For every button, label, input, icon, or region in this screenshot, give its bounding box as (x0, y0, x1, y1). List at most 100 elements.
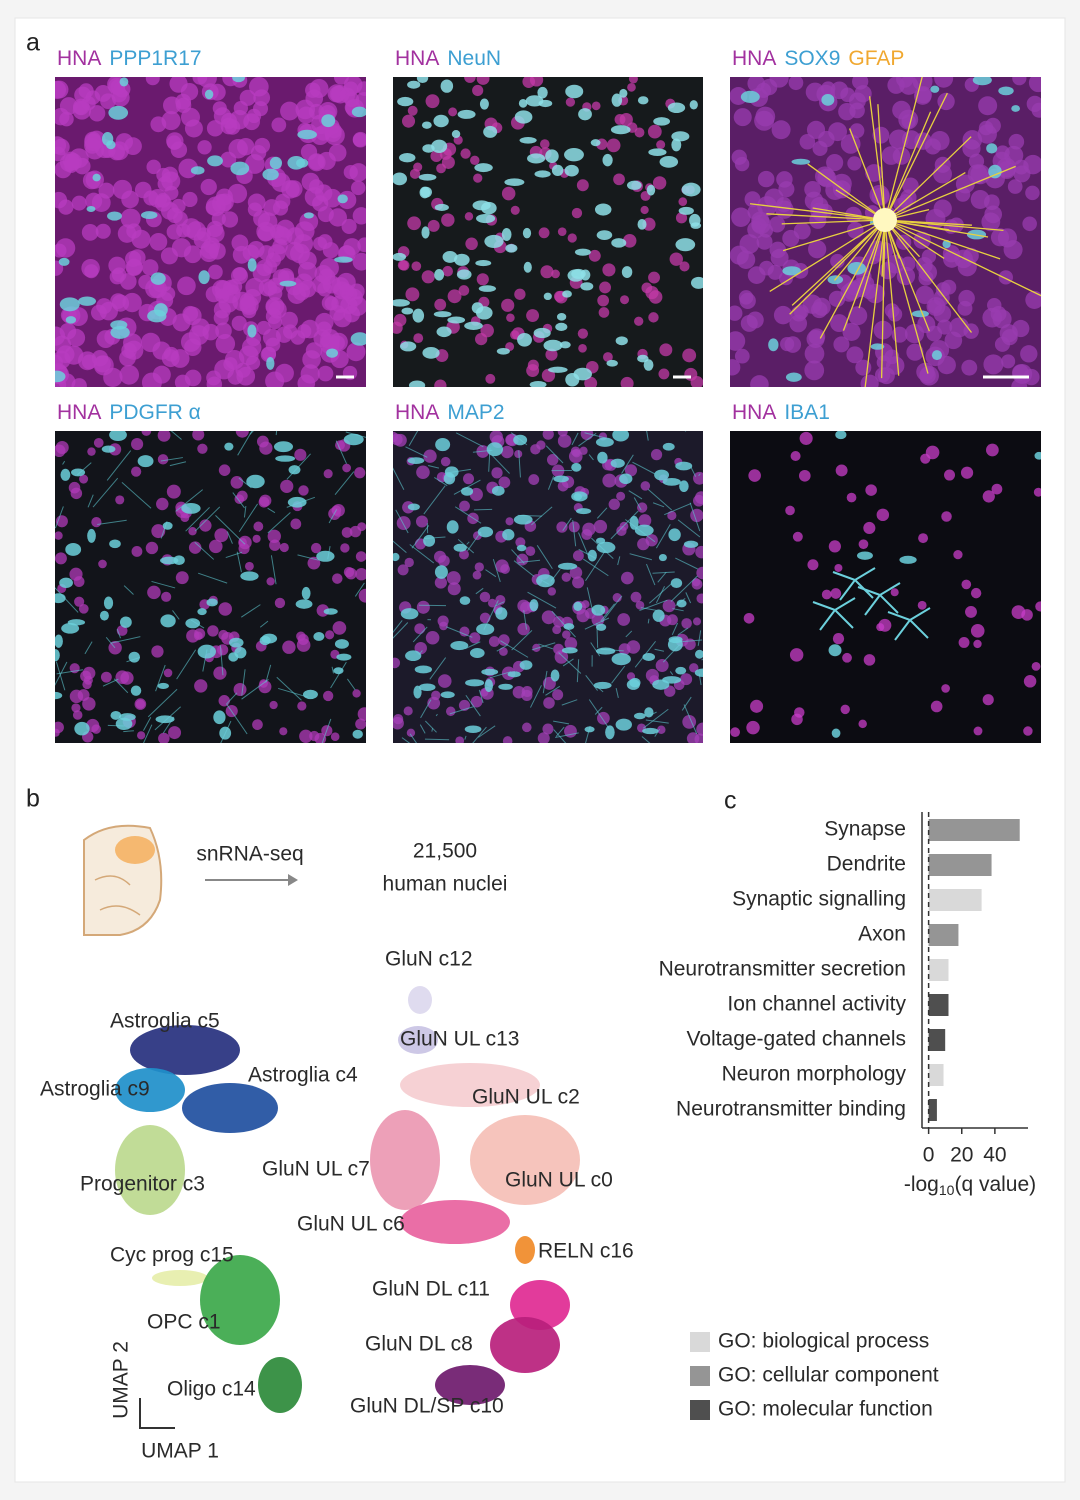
cyan-cell (397, 96, 414, 107)
fiber (106, 450, 132, 481)
nucleus (539, 139, 550, 149)
nucleus (147, 585, 161, 600)
cluster (200, 1255, 280, 1345)
astrocyte-process (884, 219, 1041, 297)
cyan-cell (157, 682, 170, 690)
count: 21,500 (413, 840, 477, 863)
label-part: SOX9 (784, 47, 840, 70)
nucleus (186, 221, 207, 241)
cyan-cell (548, 366, 568, 373)
nucleus (970, 624, 985, 638)
nucleus (887, 77, 905, 94)
fiber (561, 699, 578, 706)
nucleus (131, 438, 144, 451)
cyan-cell (399, 153, 416, 163)
cyan-cell (596, 623, 607, 631)
cyan-cell (972, 77, 992, 86)
nucleus (567, 233, 577, 243)
nucleus (1022, 216, 1037, 232)
astrocyte-process (884, 219, 973, 333)
astrocyte-process (782, 219, 886, 252)
nucleus (476, 77, 490, 85)
nucleus (96, 298, 113, 315)
nucleus (944, 469, 956, 481)
panel-label: b (26, 785, 40, 813)
fiber (241, 679, 269, 700)
nucleus (977, 124, 997, 144)
nucleus (115, 670, 130, 684)
bar-chart: Synapse Dendrite Synaptic signalling Axon Ne… (659, 812, 1036, 1421)
nucleus (990, 228, 1010, 247)
fiber (527, 591, 557, 609)
cyan-cell (550, 669, 560, 682)
cluster-label: Astroglia c4 (248, 1064, 358, 1087)
nucleus (459, 500, 470, 512)
fiber (297, 554, 319, 561)
astrocyte-process (749, 203, 886, 221)
fiber (466, 541, 470, 545)
arrow (205, 874, 298, 886)
nucleus (405, 287, 420, 302)
fiber (685, 592, 692, 604)
nucleus (840, 133, 861, 154)
cluster-label: Oligo c14 (167, 1378, 256, 1401)
nucleus (863, 521, 876, 535)
fiber (170, 431, 182, 440)
nucleus (430, 150, 443, 163)
fiber (671, 622, 679, 636)
cyan-cell (185, 618, 201, 629)
nucleus (252, 719, 263, 730)
fiber (496, 644, 509, 652)
nucleus (865, 484, 877, 496)
nucleus (281, 311, 298, 329)
astrocyte-process (884, 219, 929, 374)
nucleus (771, 120, 791, 140)
nucleus (238, 543, 250, 555)
fiber (576, 659, 580, 683)
cyan-cell (694, 649, 703, 659)
cluster-label: GluN DL c8 (365, 1333, 473, 1356)
nucleus (290, 243, 310, 264)
nucleus (491, 467, 503, 479)
nucleus (252, 534, 261, 543)
fiber (642, 708, 669, 729)
nucleus (166, 484, 181, 499)
cyan-cell (610, 125, 631, 135)
nucleus (930, 700, 943, 713)
nucleus (274, 597, 286, 609)
cyan-cell (593, 681, 612, 690)
cyan-cell (564, 148, 584, 162)
nucleus (299, 729, 313, 743)
nucleus (542, 723, 554, 735)
cyan-cell (86, 205, 96, 213)
nucleus (852, 77, 869, 90)
nucleus (890, 588, 899, 597)
nucleus (506, 313, 515, 323)
cyan-cell (465, 679, 485, 687)
nucleus (962, 130, 983, 150)
nucleus (521, 686, 533, 697)
nucleus (129, 249, 146, 266)
nucleus (158, 732, 170, 743)
nucleus (460, 148, 471, 159)
bar (928, 959, 949, 981)
nucleus (343, 81, 359, 97)
cyan-cell (440, 79, 454, 93)
nucleus (236, 137, 255, 156)
nucleus (748, 469, 761, 482)
fiber (219, 645, 224, 676)
nucleus (564, 637, 578, 650)
nucleus (340, 543, 350, 553)
fiber (639, 599, 668, 611)
cyan-cell (678, 206, 694, 215)
nucleus (746, 720, 760, 735)
cyan-cell (633, 712, 646, 720)
nucleus (1023, 154, 1041, 175)
cyan-cell (137, 455, 154, 468)
fiber (585, 675, 598, 691)
fiber (645, 563, 656, 586)
cyan-cell (326, 348, 339, 358)
cluster-label: Astroglia c9 (40, 1078, 150, 1101)
cyan-cell (611, 653, 631, 666)
fiber (617, 556, 621, 566)
